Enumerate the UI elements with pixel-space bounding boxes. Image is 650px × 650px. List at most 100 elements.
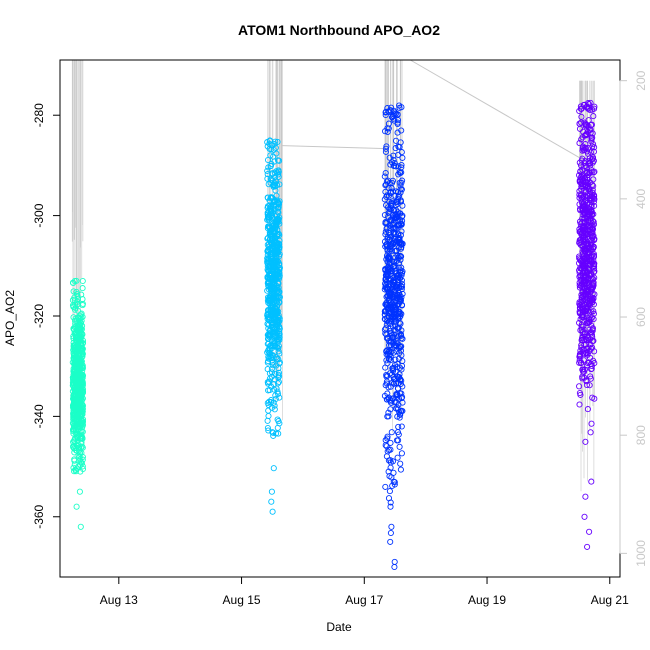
data-point xyxy=(591,168,598,175)
data-point xyxy=(387,206,394,213)
data-point xyxy=(587,237,595,244)
data-point xyxy=(269,354,276,361)
data-point xyxy=(393,198,400,205)
data-point xyxy=(390,469,397,476)
data-point xyxy=(76,488,83,495)
data-point xyxy=(589,314,596,321)
data-point xyxy=(382,228,389,235)
data-point xyxy=(582,249,589,256)
data-point xyxy=(273,289,280,297)
data-point xyxy=(590,148,597,155)
data-point xyxy=(383,225,390,232)
data-point xyxy=(383,252,391,259)
data-point xyxy=(270,249,277,256)
data-point xyxy=(77,523,84,530)
data-point xyxy=(271,173,279,181)
data-point xyxy=(264,216,271,223)
data-point xyxy=(387,398,394,405)
data-point xyxy=(272,430,280,437)
data-point xyxy=(583,381,590,389)
data-point xyxy=(271,260,278,267)
data-point xyxy=(389,379,396,386)
data-point xyxy=(585,117,592,124)
data-point xyxy=(589,394,596,401)
data-point xyxy=(387,503,394,510)
data-point xyxy=(387,538,394,545)
data-point xyxy=(265,275,272,282)
data-point xyxy=(386,154,393,161)
data-point xyxy=(392,110,399,117)
data-point xyxy=(588,420,595,427)
data-point xyxy=(273,282,280,289)
data-point xyxy=(589,130,596,137)
data-point xyxy=(77,375,84,382)
data-point xyxy=(268,488,275,495)
data-point xyxy=(269,319,276,326)
data-point xyxy=(79,443,86,450)
data-point xyxy=(270,221,277,228)
data-point xyxy=(393,188,400,195)
data-point xyxy=(583,337,590,344)
data-point xyxy=(79,285,86,292)
y2-tick-label: 600 xyxy=(634,307,648,327)
data-point xyxy=(264,246,272,254)
data-point xyxy=(395,163,402,170)
data-point xyxy=(383,275,390,282)
data-point xyxy=(590,243,597,250)
data-point xyxy=(386,310,393,317)
data-point xyxy=(390,231,397,238)
data-point xyxy=(391,254,399,261)
data-point xyxy=(381,173,388,180)
data-point xyxy=(76,453,83,460)
data-point xyxy=(265,346,272,353)
data-point xyxy=(271,169,278,176)
data-point xyxy=(73,391,80,398)
data-point xyxy=(79,463,86,470)
data-point xyxy=(397,460,404,467)
series-3 xyxy=(576,99,598,550)
data-point xyxy=(387,439,394,446)
data-point xyxy=(268,498,275,505)
data-point xyxy=(77,315,84,322)
data-point xyxy=(75,397,82,404)
data-point xyxy=(75,337,82,344)
data-point xyxy=(399,154,406,161)
data-point xyxy=(78,397,85,404)
data-point xyxy=(389,286,396,293)
data-point xyxy=(264,424,271,432)
data-point xyxy=(79,300,86,307)
data-point xyxy=(392,270,400,277)
data-point xyxy=(582,198,589,205)
depth-trace-connector xyxy=(282,145,385,150)
data-point xyxy=(276,360,283,367)
data-point xyxy=(587,218,594,225)
data-point xyxy=(578,321,585,328)
y-axis: -360 -340 -320 -300 -280 xyxy=(32,103,61,529)
data-point xyxy=(274,216,281,223)
data-point xyxy=(591,360,598,367)
data-point xyxy=(270,429,277,436)
data-point xyxy=(589,159,596,166)
data-point xyxy=(384,448,391,455)
data-point xyxy=(395,151,402,158)
data-point xyxy=(74,433,81,440)
data-point xyxy=(398,343,405,350)
data-point xyxy=(70,288,77,295)
data-point xyxy=(386,488,393,495)
x-tick-label: Aug 17 xyxy=(345,593,383,607)
data-point xyxy=(583,317,590,324)
y2-tick-label: 800 xyxy=(634,425,648,445)
data-point xyxy=(264,167,271,174)
data-point xyxy=(578,323,585,330)
data-point xyxy=(382,437,389,444)
x-axis-label: Date xyxy=(326,620,352,634)
y-tick-label: -300 xyxy=(32,203,46,227)
data-point xyxy=(588,212,595,219)
data-point xyxy=(584,406,591,413)
data-point xyxy=(393,238,400,245)
y-axis-label: APO_AO2 xyxy=(3,290,17,346)
y-tick-label: -360 xyxy=(32,504,46,528)
data-point xyxy=(265,331,272,338)
scatter-points xyxy=(69,99,598,571)
data-point xyxy=(276,334,283,341)
